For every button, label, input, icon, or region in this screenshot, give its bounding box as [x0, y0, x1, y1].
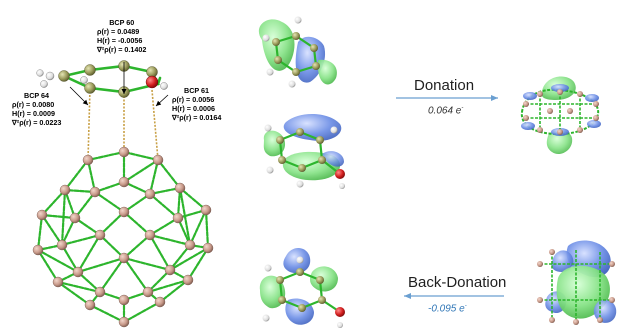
bcp-pointers — [69, 62, 169, 107]
phenol-ring — [36, 60, 168, 98]
cluster-orbital-donor — [537, 240, 617, 325]
donation-value: 0.064 e- — [428, 105, 463, 116]
orbital-homo-1 — [263, 113, 345, 189]
back-donation-value-superscript: - — [464, 303, 467, 309]
bcp-64-label: BCP 64 ρ(r) = 0.0080 H(r) = 0.0009 ∇²ρ(r… — [12, 91, 61, 127]
bcp-61-label: BCP 61 ρ(r) = 0.0056 H(r) = 0.0006 ∇²ρ(r… — [172, 86, 221, 122]
bcp-60-energy: H(r) = -0.0056 — [97, 36, 143, 45]
bcp-64-title: BCP 64 — [24, 91, 50, 100]
bcp-64-laplacian: ∇²ρ(r) = 0.0223 — [12, 118, 62, 127]
cluster-orbital-acceptor — [520, 76, 601, 155]
bcp-60-label: BCP 60 ρ(r) = 0.0489 H(r) = -0.0056 ∇²ρ(… — [97, 18, 146, 54]
bcp-61-density: ρ(r) = 0.0056 — [172, 95, 215, 104]
ring-cluster-bond-paths — [87, 87, 159, 161]
orbital-lumo — [259, 247, 345, 328]
bcp-61-energy: H(r) = 0.0006 — [172, 104, 215, 113]
bcp-64-density: ρ(r) = 0.0080 — [12, 100, 55, 109]
bcp-60-laplacian: ∇²ρ(r) = 0.1402 — [97, 45, 147, 54]
bcp-61-title: BCP 61 — [184, 86, 210, 95]
back-donation-label: Back-Donation — [408, 274, 507, 291]
oxygen-atom — [145, 75, 159, 89]
donation-label: Donation — [414, 77, 475, 94]
cluster-with-adsorbed-ring — [32, 60, 214, 328]
bcp-64-energy: H(r) = 0.0009 — [12, 109, 55, 118]
bcp-60-density: ρ(r) = 0.0489 — [97, 27, 140, 36]
donation-value-superscript: - — [461, 105, 464, 111]
back-donation-value-text: -0.095 e — [428, 303, 465, 315]
back-donation-value: -0.095 e- — [428, 303, 467, 314]
donation-value-text: 0.064 e — [428, 105, 462, 117]
bcp-61-laplacian: ∇²ρ(r) = 0.0164 — [172, 113, 222, 122]
orbital-homo — [258, 16, 337, 88]
boron-atoms — [32, 146, 214, 328]
bcp-60-title: BCP 60 — [109, 18, 135, 27]
